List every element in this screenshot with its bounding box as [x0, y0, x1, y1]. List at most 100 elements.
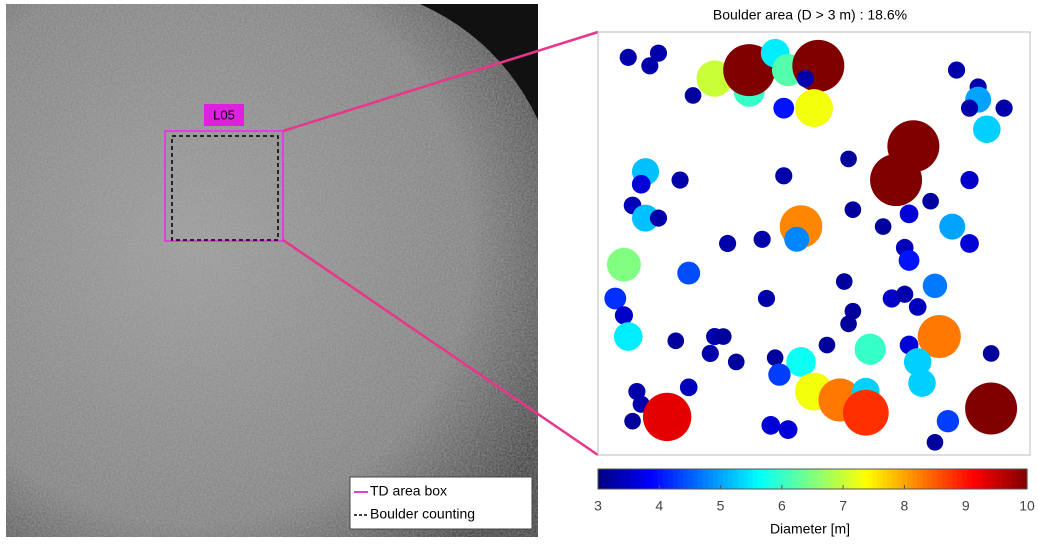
- colorbar-segment: [1022, 469, 1028, 489]
- colorbar-segment: [777, 469, 784, 489]
- colorbar-segment: [662, 469, 669, 489]
- colorbar-segment: [762, 469, 769, 489]
- colorbar-segment: [837, 469, 844, 489]
- colorbar-segment: [992, 469, 998, 489]
- boulder: [778, 420, 798, 439]
- boulder: [649, 44, 668, 62]
- boulder: [818, 336, 836, 354]
- colorbar-segment: [742, 469, 749, 489]
- colorbar-segment: [857, 469, 863, 489]
- legend: [349, 476, 533, 530]
- colorbar-segment: [712, 469, 719, 489]
- colorbar-frame: [597, 468, 1028, 490]
- boulder: [854, 333, 886, 365]
- boulder: [649, 209, 668, 227]
- boulder: [679, 378, 698, 397]
- boulder: [773, 97, 795, 119]
- colorbar-tick-label: 6: [778, 498, 786, 514]
- colorbar-segment: [812, 469, 819, 489]
- colorbar-segment: [657, 469, 664, 489]
- colorbar-segment: [887, 469, 893, 489]
- boulder: [947, 61, 966, 79]
- colorbar-segment: [717, 469, 724, 489]
- colorbar-segment: [997, 469, 1003, 489]
- colorbar-segment: [692, 469, 699, 489]
- colorbar-segment: [672, 469, 679, 489]
- colorbar-label: Diameter [m]: [770, 521, 850, 537]
- boulder: [922, 192, 939, 210]
- colorbar-segment: [1012, 469, 1018, 489]
- legend-entry: Boulder counting: [370, 506, 475, 522]
- colorbar-segment: [982, 469, 988, 489]
- boulder: [719, 234, 737, 253]
- boulder: [607, 247, 641, 282]
- colorbar-segment: [862, 469, 868, 489]
- boulder: [714, 328, 732, 345]
- colorbar-segment: [832, 469, 839, 489]
- colorbar-segment: [977, 469, 983, 489]
- td-area-box: [164, 130, 284, 242]
- colorbar-segment: [792, 469, 799, 489]
- boulder: [727, 353, 745, 371]
- colorbar-segment: [952, 469, 958, 489]
- colorbar-segment: [632, 469, 639, 489]
- colorbar-tick-label: 4: [655, 498, 663, 514]
- colorbar-segment: [937, 469, 943, 489]
- colorbar-segment: [932, 469, 938, 489]
- colorbar-segment: [947, 469, 953, 489]
- colorbar-segment: [737, 469, 744, 489]
- colorbar-segment: [852, 469, 858, 489]
- boulder: [619, 48, 637, 66]
- colorbar-segment: [867, 469, 873, 489]
- boulder: [973, 115, 1001, 144]
- colorbar-segment: [767, 469, 774, 489]
- colorbar-segment: [912, 469, 918, 489]
- colorbar-segment: [987, 469, 993, 489]
- boulder: [844, 201, 862, 218]
- boulder: [844, 302, 862, 320]
- boulder: [899, 204, 919, 224]
- boulder: [960, 234, 979, 253]
- counting-box: [171, 135, 279, 241]
- colorbar-segment: [897, 469, 903, 489]
- colorbar-segment: [872, 469, 878, 489]
- colorbar-segment: [972, 469, 978, 489]
- boulder: [903, 348, 932, 376]
- colorbar-segment: [727, 469, 734, 489]
- colorbar-tick-label: 3: [594, 498, 602, 514]
- colorbar-segment: [797, 469, 804, 489]
- colorbar-segment: [667, 469, 674, 489]
- colorbar-segment: [647, 469, 654, 489]
- boulder: [786, 347, 816, 377]
- boulder: [641, 57, 659, 75]
- colorbar-segment: [902, 469, 908, 489]
- boulder: [982, 345, 1000, 362]
- colorbar-segment: [967, 469, 973, 489]
- boulder: [896, 285, 914, 303]
- colorbar-segment: [957, 469, 963, 489]
- boulder: [775, 167, 793, 185]
- boulder: [761, 416, 781, 435]
- colorbar-segment: [917, 469, 923, 489]
- boulder: [874, 218, 892, 235]
- boulder: [917, 314, 961, 359]
- marker-label: L05: [213, 107, 235, 122]
- colorbar-segment: [722, 469, 729, 489]
- boulder: [671, 171, 689, 189]
- colorbar-segment: [612, 469, 619, 489]
- colorbar-segment: [782, 469, 789, 489]
- colorbar-segment: [787, 469, 794, 489]
- boulder: [684, 87, 702, 104]
- boulder: [908, 369, 936, 397]
- colorbar-segment: [877, 469, 883, 489]
- colorbar-segment: [607, 469, 614, 489]
- colorbar-segment: [752, 469, 759, 489]
- boulder: [604, 287, 627, 310]
- colorbar-segment: [817, 469, 824, 489]
- colorbar-segment: [617, 469, 624, 489]
- boulder: [870, 154, 923, 207]
- colorbar-segment: [842, 469, 849, 489]
- boulder: [613, 322, 643, 351]
- boulder: [632, 204, 660, 232]
